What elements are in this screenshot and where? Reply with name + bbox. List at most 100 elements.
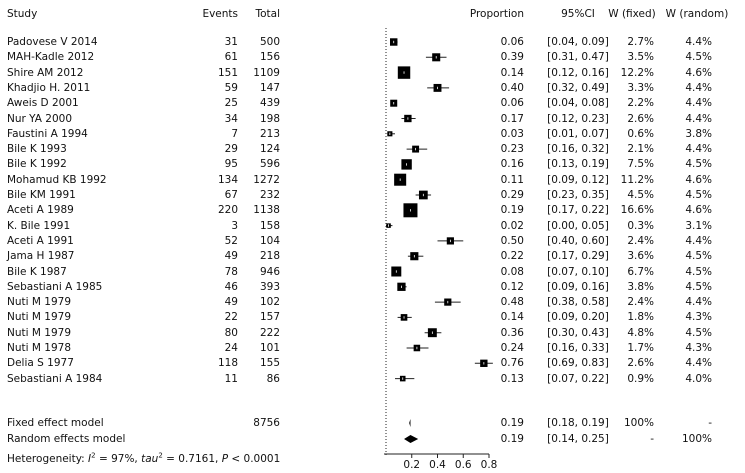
study-row-6-w-random: 4.4%: [685, 112, 712, 125]
study-row-18-proportion: 0.48: [500, 296, 524, 309]
study-row-16-name: Bile K 1987: [7, 265, 67, 278]
study-row-22-total: 155: [259, 357, 280, 370]
tau-sup: 2: [158, 451, 163, 460]
study-row-11-proportion: 0.29: [500, 189, 524, 201]
study-row-7-events: 7: [231, 127, 238, 140]
study-row-21-ci: [0.16, 0.33]: [547, 342, 609, 354]
study-row-5-proportion: 0.06: [500, 97, 524, 110]
study-row-12-ci: [0.17, 0.22]: [547, 204, 609, 217]
study-row-12-w-fixed: 16.6%: [620, 204, 654, 217]
study-row-1-w-random: 4.4%: [685, 36, 712, 48]
study-row-9-name: Bile K 1992: [7, 158, 67, 171]
study-row-7-total: 213: [259, 127, 280, 140]
study-row-4-proportion: 0.40: [500, 81, 524, 94]
study-row-5-w-fixed: 2.2%: [627, 97, 654, 110]
study-row-2-proportion: 0.39: [500, 51, 524, 64]
study-row-11-name: Bile KM 1991: [7, 189, 76, 201]
study-row-15-total: 218: [259, 250, 280, 263]
random-summary-row-w-fixed: -: [650, 433, 654, 445]
study-row-18-events: 49: [224, 296, 238, 309]
study-row-3-w-random: 4.6%: [685, 66, 712, 79]
p-label: P: [221, 453, 229, 465]
study-row-9-events: 95: [224, 158, 238, 171]
study-row-16-proportion: 0.08: [500, 265, 524, 278]
study-row-20-ci: [0.30, 0.43]: [547, 326, 609, 339]
study-row-22-events: 118: [217, 357, 238, 370]
study-row-13-w-random: 3.1%: [685, 219, 712, 232]
study-row-2-w-fixed: 3.5%: [627, 51, 654, 64]
study-row-4-total: 147: [259, 81, 280, 94]
fixed-summary-row-total: 8756: [253, 417, 280, 429]
study-row-20-w-random: 4.5%: [685, 326, 712, 339]
study-row-6-name: Nur YA 2000: [7, 112, 73, 125]
study-row-17-ci: [0.09, 0.16]: [547, 280, 609, 293]
i2-value: = 97%,: [95, 453, 142, 465]
study-row-9-total: 596: [259, 158, 280, 171]
study-row-3-name: Shire AM 2012: [7, 66, 84, 79]
study-row-23-ci: [0.07, 0.22]: [547, 372, 609, 385]
study-row-16-total: 946: [259, 265, 280, 278]
study-row-3-events: 151: [217, 66, 238, 79]
study-row-15-events: 49: [224, 250, 238, 263]
fixed-summary-row-w-random: -: [708, 417, 712, 429]
random-summary-row-name: Random effects model: [7, 433, 126, 445]
study-row-7-ci: [0.01, 0.07]: [547, 127, 609, 140]
study-row-23-proportion: 0.13: [500, 372, 524, 385]
study-row-6-total: 198: [259, 112, 280, 125]
study-row-9-w-random: 4.5%: [685, 158, 712, 171]
study-row-2-w-random: 4.5%: [685, 51, 712, 64]
study-row-16-ci: [0.07, 0.10]: [547, 265, 609, 278]
study-row-9-ci: [0.13, 0.19]: [547, 158, 609, 171]
random-diamond: [404, 435, 419, 443]
study-row-8-name: Bile K 1993: [7, 143, 67, 156]
fixed-summary-row-name: Fixed effect model: [7, 417, 104, 429]
study-row-17-w-fixed: 3.8%: [627, 280, 654, 293]
study-row-21-proportion: 0.24: [500, 342, 524, 354]
study-row-13-name: K. Bile 1991: [7, 219, 71, 232]
study-row-3-total: 1109: [253, 66, 280, 79]
header-w-random: W (random): [665, 8, 729, 20]
header-w-fixed: W (fixed): [608, 8, 656, 20]
study-row-8-w-fixed: 2.1%: [627, 143, 654, 156]
study-row-1-ci: [0.04, 0.09]: [547, 36, 609, 48]
study-row-21-w-random: 4.3%: [685, 342, 712, 354]
study-row-7-proportion: 0.03: [500, 127, 524, 140]
study-row-1-events: 31: [224, 36, 238, 48]
study-row-21-total: 101: [259, 342, 280, 354]
random-summary-row-ci: [0.14, 0.25]: [547, 433, 609, 445]
study-row-7-w-random: 3.8%: [685, 127, 712, 140]
study-row-17-proportion: 0.12: [500, 280, 524, 293]
study-row-6-proportion: 0.17: [500, 112, 524, 125]
study-row-10-total: 1272: [253, 173, 280, 186]
study-row-9-proportion: 0.16: [500, 158, 524, 171]
random-summary-row-w-random: 100%: [681, 433, 712, 445]
study-row-13-events: 3: [231, 219, 238, 232]
study-row-19-name: Nuti M 1979: [7, 311, 71, 324]
study-row-5-ci: [0.04, 0.08]: [547, 97, 609, 110]
p-value: < 0.0001: [228, 453, 281, 465]
study-row-2-events: 61: [224, 51, 238, 64]
random-summary-row-proportion: 0.19: [500, 433, 524, 445]
i2-sup: 2: [91, 451, 96, 460]
study-row-18-ci: [0.38, 0.58]: [547, 296, 609, 309]
fixed-summary-row-w-fixed: 100%: [623, 417, 654, 429]
study-row-14-proportion: 0.50: [500, 234, 524, 247]
study-row-10-w-fixed: 11.2%: [620, 173, 654, 186]
study-row-8-w-random: 4.4%: [685, 143, 712, 156]
study-row-5-total: 439: [259, 97, 280, 110]
study-row-12-name: Aceti A 1989: [7, 204, 74, 217]
study-row-14-name: Aceti A 1991: [7, 234, 74, 247]
study-row-4-name: Khadjio H. 2011: [7, 81, 91, 94]
study-row-18-name: Nuti M 1979: [7, 296, 71, 309]
study-row-12-proportion: 0.19: [500, 204, 524, 217]
study-row-19-ci: [0.09, 0.20]: [547, 311, 609, 324]
header-total: Total: [255, 8, 280, 20]
header-study: Study: [7, 8, 38, 20]
study-row-11-total: 232: [259, 189, 280, 201]
study-row-23-w-fixed: 0.9%: [627, 372, 654, 385]
study-row-21-name: Nuti M 1978: [7, 342, 71, 354]
study-row-13-proportion: 0.02: [500, 219, 524, 232]
study-row-16-events: 78: [224, 265, 238, 278]
